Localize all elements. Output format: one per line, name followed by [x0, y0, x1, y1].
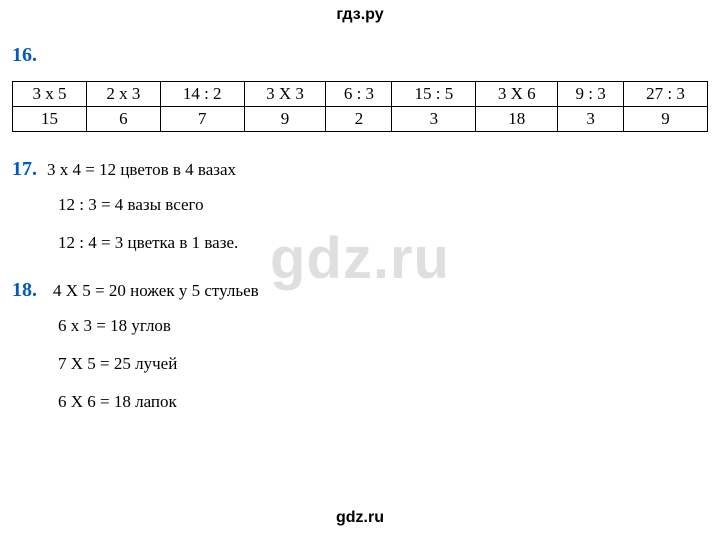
table-cell: 2 x 3	[86, 82, 160, 107]
table-cell: 3	[558, 107, 624, 132]
problem-18: 18. 4 X 5 = 20 ножек у 5 стульев 6 x 3 =…	[12, 279, 708, 412]
problem-number: 18.	[12, 279, 37, 302]
table-cell: 3 X 6	[476, 82, 558, 107]
page-content: 16. 3 x 5 2 x 3 14 : 2 3 X 3 6 : 3 15 : …	[12, 44, 708, 438]
problem-16: 16. 3 x 5 2 x 3 14 : 2 3 X 3 6 : 3 15 : …	[12, 44, 708, 132]
table-cell: 6	[86, 107, 160, 132]
table-cell: 15 : 5	[392, 82, 476, 107]
problem-line: 4 X 5 = 20 ножек у 5 стульев	[53, 281, 259, 301]
table-cell: 18	[476, 107, 558, 132]
table-row: 3 x 5 2 x 3 14 : 2 3 X 3 6 : 3 15 : 5 3 …	[13, 82, 708, 107]
problem-line: 6 x 3 = 18 углов	[58, 316, 708, 336]
problem-17: 17. 3 x 4 = 12 цветов в 4 вазах 12 : 3 =…	[12, 158, 708, 253]
problem-line: 12 : 3 = 4 вазы всего	[58, 195, 708, 215]
problem-line: 7 X 5 = 25 лучей	[58, 354, 708, 374]
problem-16-table: 3 x 5 2 x 3 14 : 2 3 X 3 6 : 3 15 : 5 3 …	[12, 81, 708, 132]
table-cell: 3 X 3	[244, 82, 326, 107]
table-cell: 9	[624, 107, 708, 132]
table-cell: 3	[392, 107, 476, 132]
table-cell: 6 : 3	[326, 82, 392, 107]
table-cell: 14 : 2	[160, 82, 244, 107]
table-cell: 27 : 3	[624, 82, 708, 107]
table-cell: 2	[326, 107, 392, 132]
table-cell: 3 x 5	[13, 82, 87, 107]
table-cell: 9	[244, 107, 326, 132]
table-cell: 15	[13, 107, 87, 132]
table-cell: 7	[160, 107, 244, 132]
problem-number: 17.	[12, 158, 37, 181]
problem-line: 12 : 4 = 3 цветка в 1 вазе.	[58, 233, 708, 253]
site-footer: gdz.ru	[0, 509, 720, 527]
table-cell: 9 : 3	[558, 82, 624, 107]
problem-line: 6 X 6 = 18 лапок	[58, 392, 708, 412]
problem-number: 16.	[12, 44, 37, 66]
site-header: гдз.ру	[0, 6, 720, 24]
table-row: 15 6 7 9 2 3 18 3 9	[13, 107, 708, 132]
problem-line: 3 x 4 = 12 цветов в 4 вазах	[47, 160, 236, 180]
